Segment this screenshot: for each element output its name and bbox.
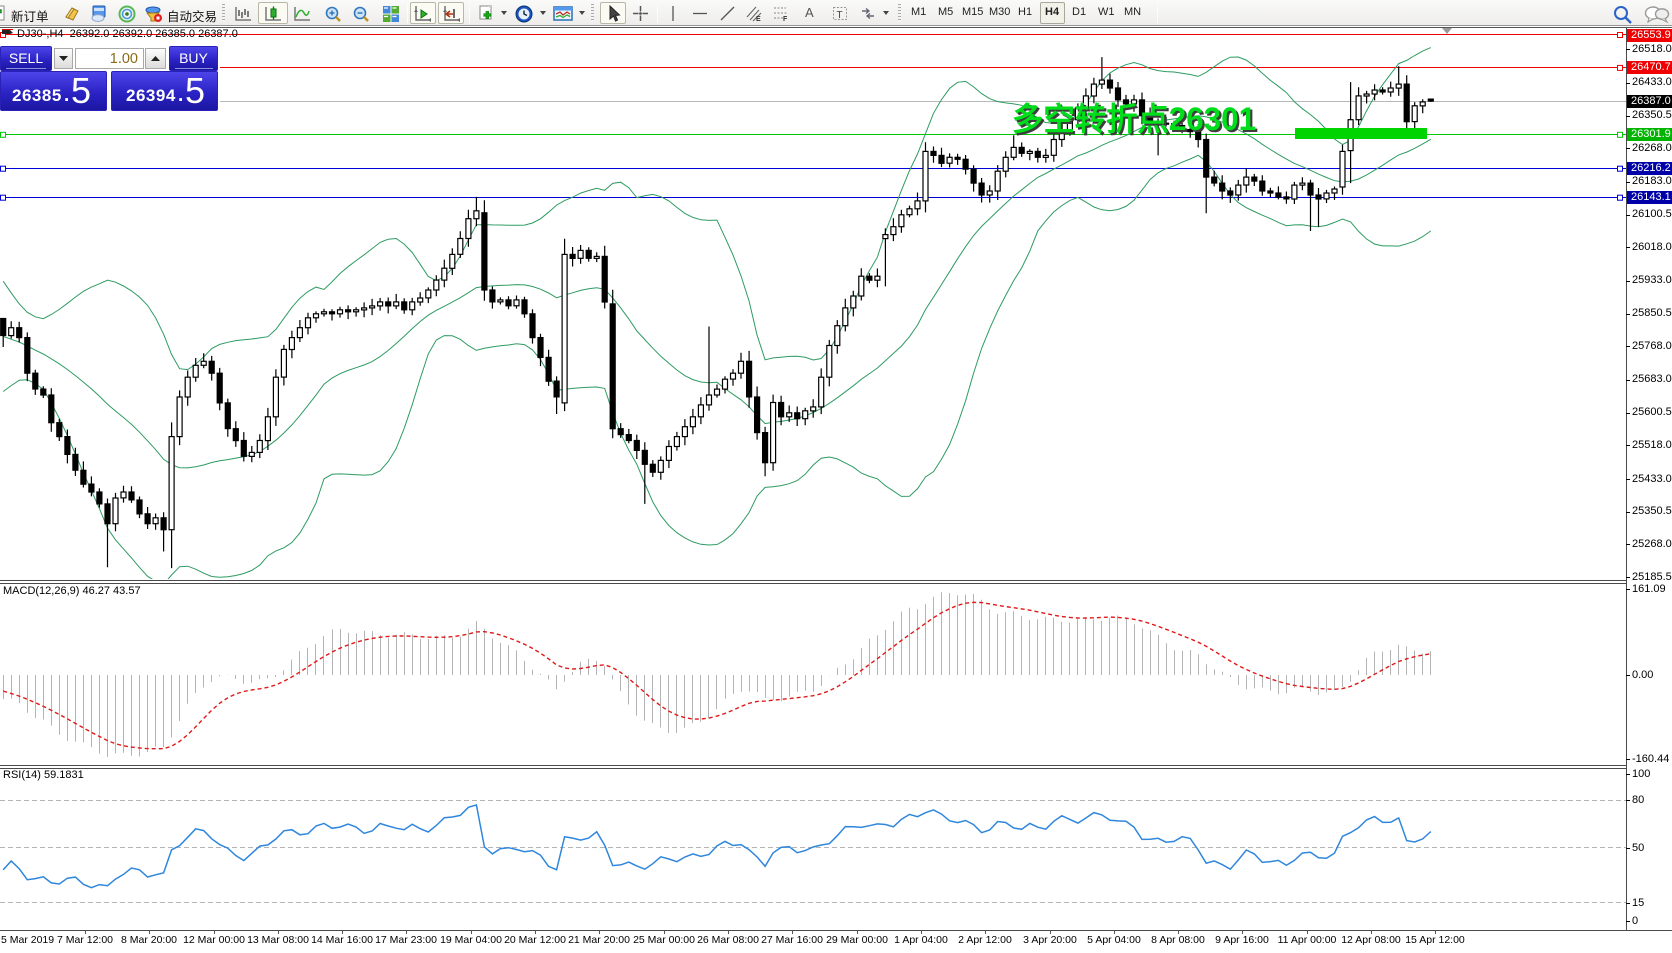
- svg-text:F: F: [783, 16, 788, 22]
- svg-text:E: E: [756, 16, 761, 22]
- svg-text:T: T: [837, 10, 843, 21]
